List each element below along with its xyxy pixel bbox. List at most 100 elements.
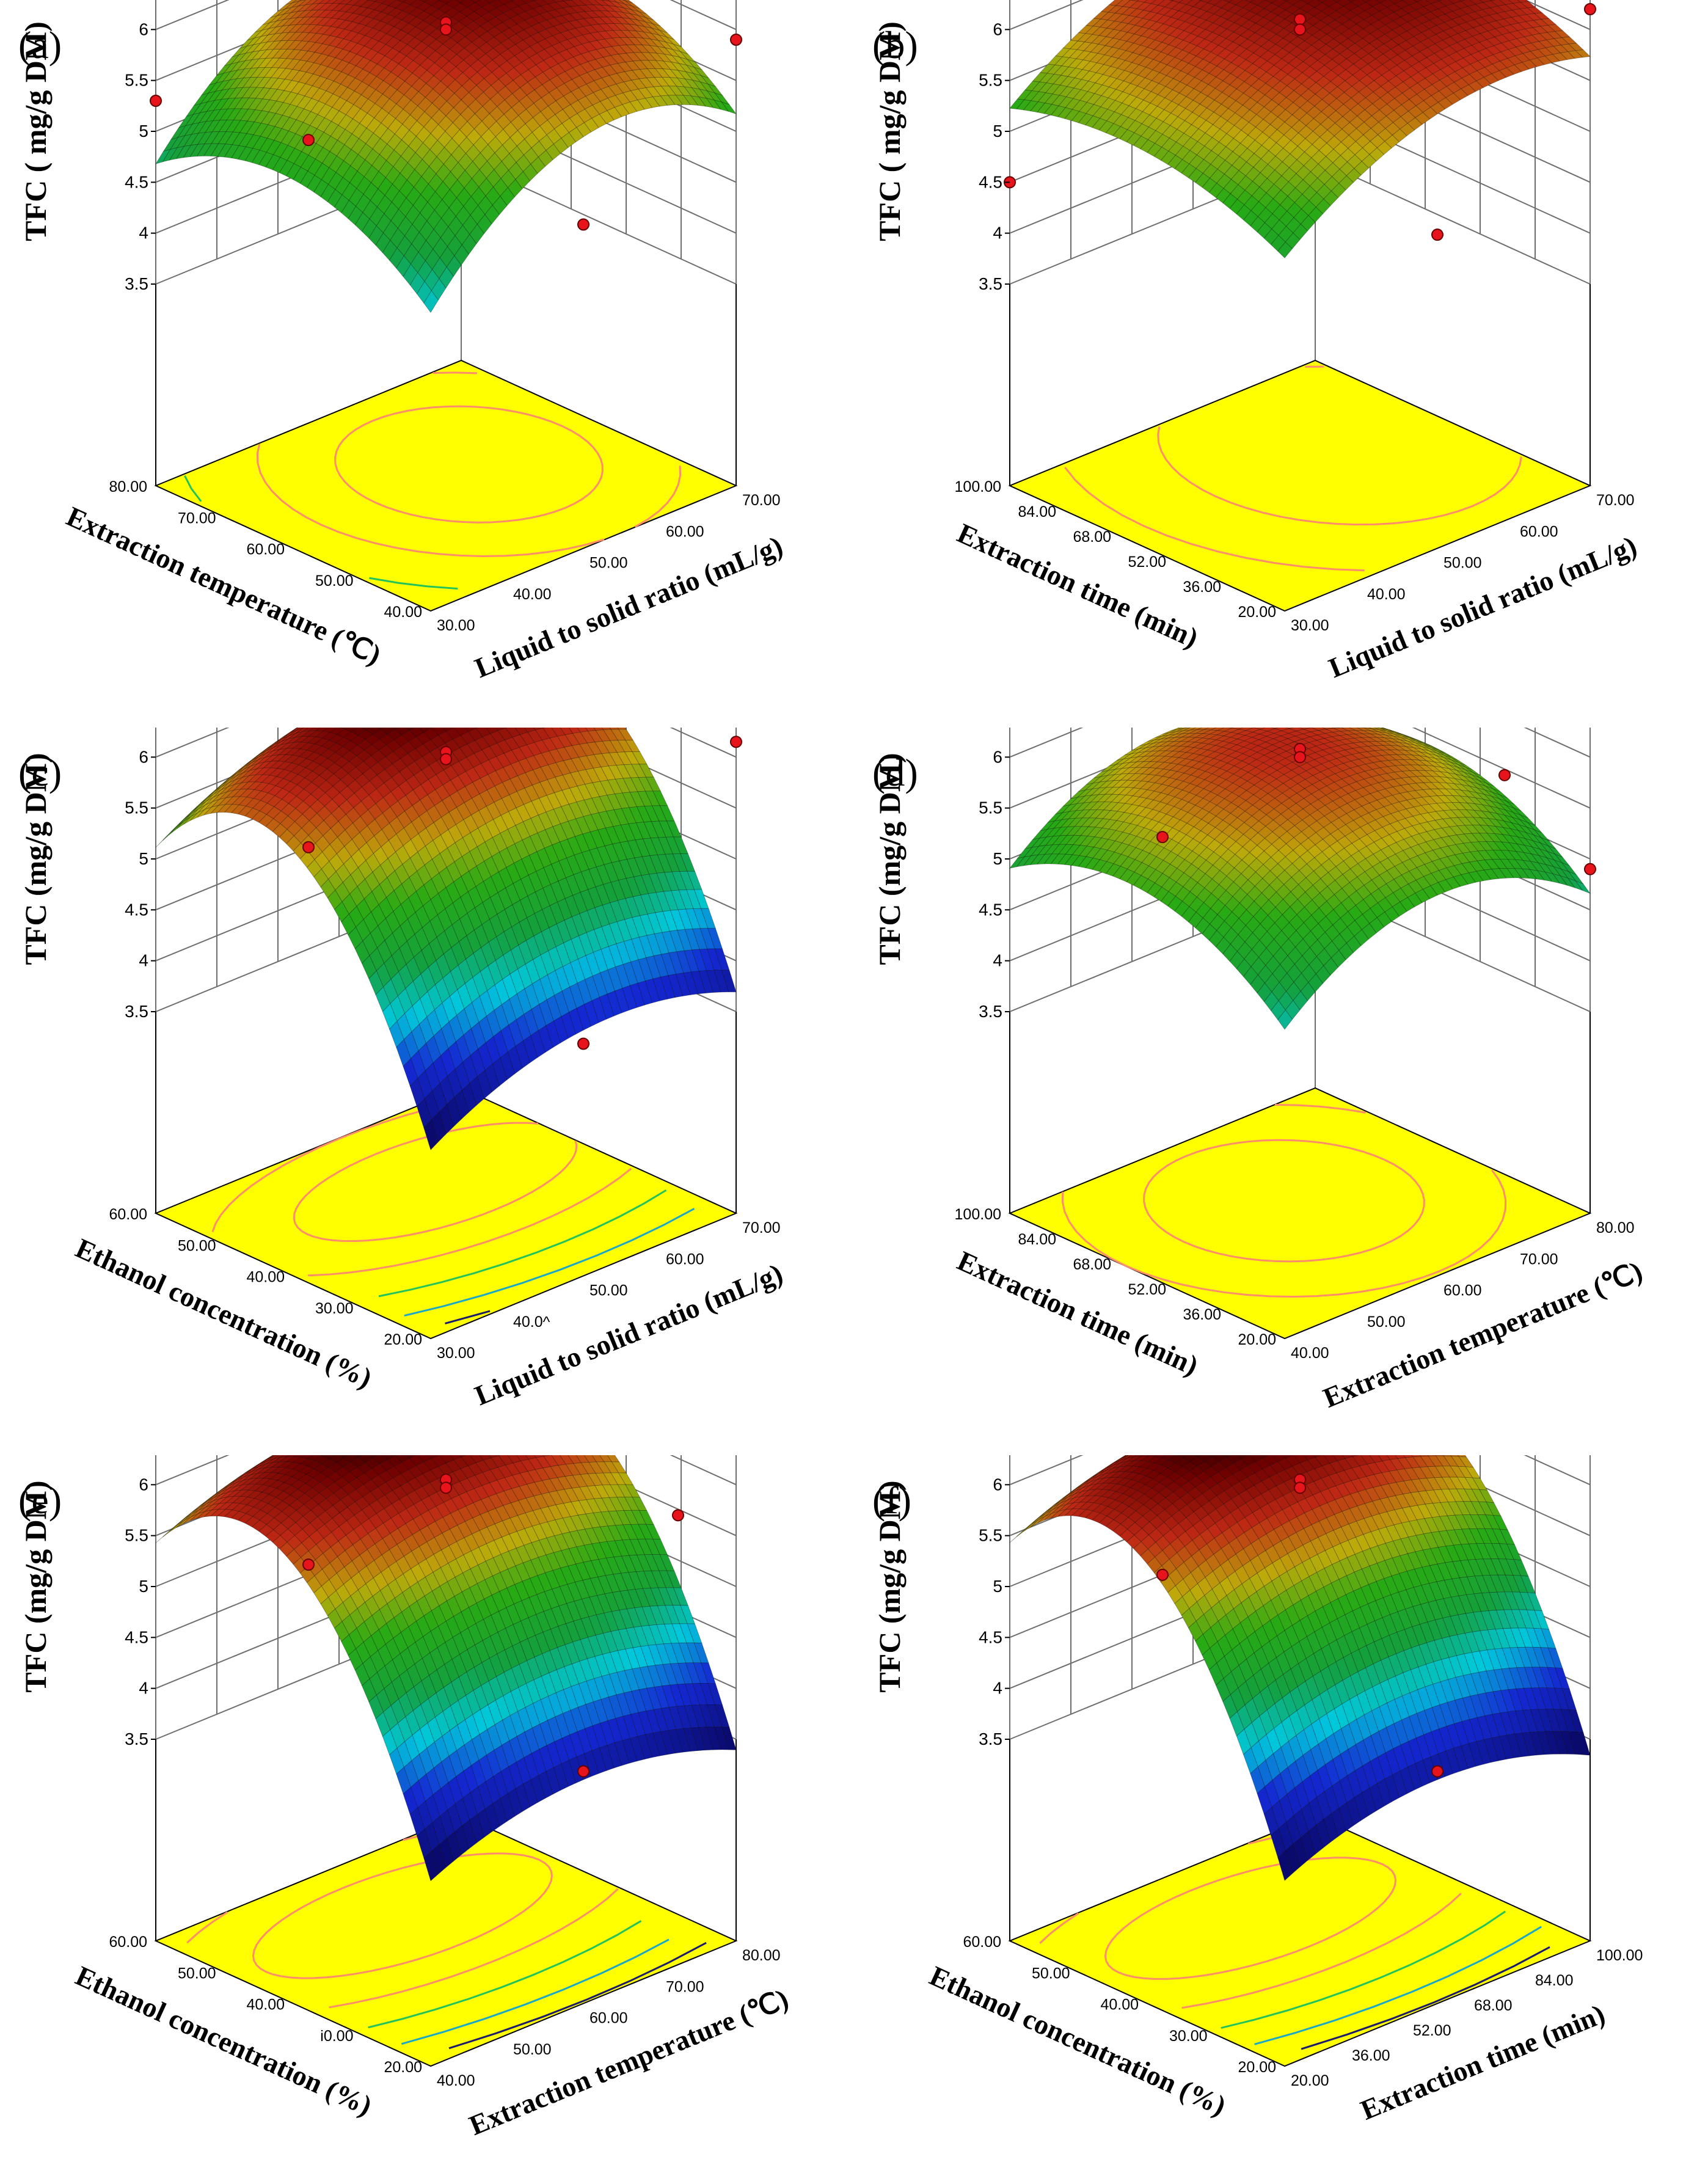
right-axis-tick-label: 50.00 (589, 1282, 628, 1299)
contour-floor (1008, 1087, 1592, 1340)
left-axis-tick-label: 60.00 (963, 1934, 1001, 1951)
z-tick-label: 5.5 (979, 798, 1002, 817)
left-axis-tick-label: 20.00 (1238, 1331, 1276, 1348)
design-point (150, 95, 162, 107)
design-point (577, 218, 589, 231)
design-point (577, 1765, 589, 1778)
z-tick-label: 4 (993, 1679, 1002, 1698)
z-tick-label: 5.5 (979, 1526, 1002, 1545)
design-point (1294, 23, 1306, 36)
z-tick-label: 3.5 (979, 1002, 1002, 1021)
z-axis-label: TFC (mg/g DM) (872, 753, 907, 965)
right-axis-tick-label: 40.00 (513, 586, 552, 603)
right-axis-tick-label: 80.00 (742, 1947, 781, 1964)
right-axis-tick-label: 60.00 (1443, 1282, 1482, 1299)
z-tick-label: 3.5 (125, 1729, 148, 1748)
design-point (1498, 769, 1511, 781)
contour-floor (154, 1087, 738, 1340)
design-point (1156, 831, 1169, 844)
z-tick-label: 6 (139, 20, 148, 38)
response-surface (155, 0, 737, 313)
z-tick-label: 5 (139, 1577, 148, 1596)
z-tick-label: 4 (993, 224, 1002, 243)
right-axis-tick-label: 40.00 (1367, 586, 1406, 603)
panel-label: (e) (18, 1478, 62, 1522)
left-axis-tick-label: 20.00 (1238, 2059, 1276, 2076)
z-axis-label: TFC ( mg/g DM) (872, 21, 907, 241)
right-axis-tick-label: 60.00 (589, 2010, 628, 2027)
left-axis-tick-label: 30.00 (1169, 2028, 1208, 2045)
panel-label: (d) (872, 751, 918, 794)
right-axis-tick-label: 50.00 (1443, 555, 1482, 572)
z-tick-label: 5 (139, 849, 148, 868)
response-surface (1009, 728, 1591, 1030)
z-tick-label: 6 (139, 747, 148, 766)
right-axis-tick-label: 100.00 (1596, 1947, 1643, 1964)
panel-b: (b)3.544.555.566.5TFC ( mg/g DM)20.0036.… (854, 0, 1708, 728)
right-axis-tick-label: 20.00 (1291, 2072, 1329, 2089)
left-axis-tick-label: 60.00 (246, 541, 285, 558)
right-axis-tick-label: 84.00 (1535, 1972, 1574, 1989)
panel-f: (f)3.544.555.566.5TFC (mg/g DM)20.0030.0… (854, 1455, 1708, 2183)
design-point (730, 34, 742, 46)
right-axis-tick-label: 70.00 (742, 492, 781, 509)
left-axis-tick-label: 60.00 (109, 1206, 147, 1223)
right-axis-tick-label: 40.00 (1291, 1345, 1329, 1362)
left-axis-tick-label: 100.00 (955, 478, 1001, 495)
design-point (302, 134, 315, 147)
z-tick-label: 4 (139, 224, 148, 243)
design-point (672, 1509, 684, 1522)
design-point (577, 1037, 589, 1050)
right-axis-tick-label: 30.00 (1291, 617, 1329, 634)
z-tick-label: 5 (993, 1577, 1002, 1596)
right-axis-tick-label: 60.00 (666, 523, 704, 540)
right-axis-tick-label: 30.00 (437, 1345, 475, 1362)
z-axis-label: TFC ( mg/g DM) (18, 21, 53, 241)
left-axis-tick-label: 40.00 (384, 604, 422, 621)
z-tick-label: 4 (139, 1679, 148, 1698)
panel-label: (a) (18, 23, 62, 67)
z-tick-label: 4.5 (979, 172, 1002, 191)
design-point (440, 23, 452, 36)
z-tick-label: 6 (139, 1475, 148, 1494)
surface-chart: (d)3.544.555.566.5TFC (mg/g DM)20.0036.0… (872, 728, 1646, 1414)
left-axis-tick-label: 70.00 (178, 509, 216, 527)
z-axis-label: TFC (mg/g DM) (872, 1480, 907, 1692)
z-axis-label: TFC (mg/g DM) (18, 1480, 53, 1692)
z-tick-label: 6 (993, 20, 1002, 38)
left-axis-tick-label: 50.00 (1032, 1965, 1070, 1982)
response-surface (155, 728, 737, 1150)
z-tick-label: 4.5 (979, 1627, 1002, 1646)
right-axis-tick-label: 68.00 (1474, 1997, 1513, 2014)
right-axis-tick-label: 50.00 (513, 2041, 552, 2058)
left-axis-tick-label: 36.00 (1183, 1306, 1221, 1323)
panel-label: (c) (18, 751, 62, 794)
response-surface (1009, 0, 1591, 258)
left-axis-tick-label: 52.00 (1128, 553, 1166, 571)
right-axis-tick-label: 70.00 (1520, 1251, 1558, 1268)
design-point (1294, 751, 1306, 764)
z-tick-label: 6 (993, 747, 1002, 766)
z-tick-label: 4.5 (125, 1627, 148, 1646)
z-tick-label: 5.5 (125, 1526, 148, 1545)
design-point (730, 736, 742, 748)
panel-c: (c)3.544.555.566.5TFC (mg/g DM)20.0030.0… (0, 728, 854, 1455)
left-axis-tick-label: 68.00 (1073, 1256, 1111, 1273)
z-tick-label: 3.5 (125, 1002, 148, 1021)
contour-floor (1008, 359, 1592, 612)
left-axis-tick-label: 50.00 (178, 1237, 216, 1254)
response-surface (155, 1455, 737, 1882)
right-axis-tick-label: 30.00 (437, 617, 475, 634)
z-tick-label: 4.5 (979, 900, 1002, 919)
contour-floor (154, 359, 738, 612)
left-axis-tick-label: 50.00 (178, 1965, 216, 1982)
z-axis-label: TFC (mg/g DM) (18, 753, 53, 965)
surface-chart: (e)3.544.555.566.5TFC (mg/g DM)20.00i0.0… (18, 1455, 792, 2141)
design-point (1294, 1481, 1306, 1494)
left-axis-tick-label: 100.00 (955, 1206, 1001, 1223)
z-tick-label: 4.5 (125, 900, 148, 919)
left-axis-tick-label: 20.00 (1238, 604, 1276, 621)
right-axis-tick-label: 50.00 (589, 555, 628, 572)
surface-chart: (c)3.544.555.566.5TFC (mg/g DM)20.0030.0… (18, 728, 787, 1411)
z-tick-label: 4 (993, 951, 1002, 970)
